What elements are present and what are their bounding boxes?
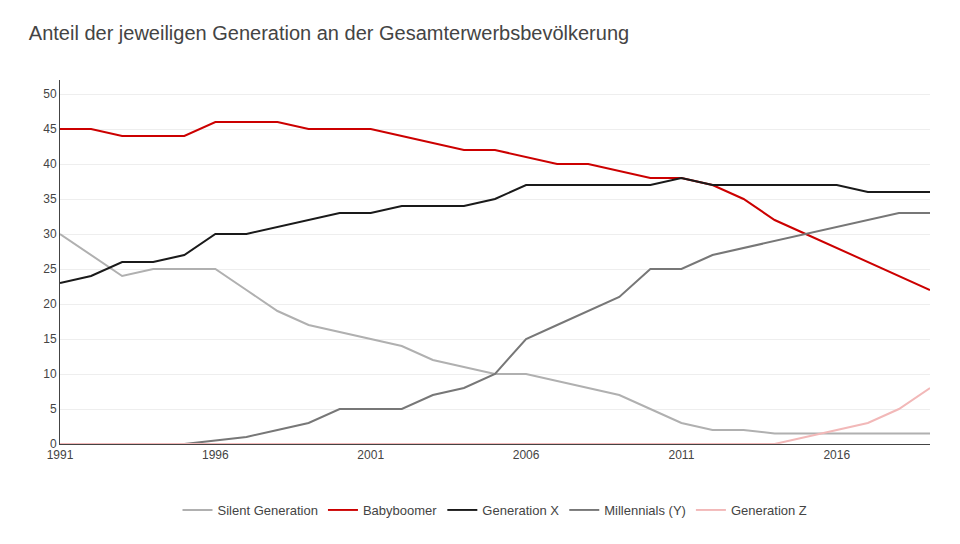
svg-text:1996: 1996 <box>202 448 229 462</box>
svg-text:10: 10 <box>43 367 57 381</box>
svg-text:Millennials (Y): Millennials (Y) <box>604 503 686 518</box>
svg-text:0: 0 <box>50 437 57 451</box>
svg-text:2006: 2006 <box>513 448 540 462</box>
svg-text:Silent Generation: Silent Generation <box>218 503 318 518</box>
svg-text:5: 5 <box>50 402 57 416</box>
svg-text:35: 35 <box>43 192 57 206</box>
svg-text:Anteil der jeweiligen Generati: Anteil der jeweiligen Generation an der … <box>29 22 629 44</box>
svg-text:1991: 1991 <box>47 448 74 462</box>
svg-text:45: 45 <box>43 122 57 136</box>
svg-text:25: 25 <box>43 262 57 276</box>
svg-text:40: 40 <box>43 157 57 171</box>
svg-text:2011: 2011 <box>669 448 695 462</box>
svg-text:15: 15 <box>43 332 57 346</box>
svg-text:30: 30 <box>43 227 57 241</box>
svg-text:50: 50 <box>43 87 57 101</box>
svg-text:Generation Z: Generation Z <box>731 503 807 518</box>
svg-text:2001: 2001 <box>357 448 384 462</box>
svg-text:2016: 2016 <box>823 448 850 462</box>
svg-text:Generation X: Generation X <box>482 503 559 518</box>
svg-text:Babyboomer: Babyboomer <box>363 503 437 518</box>
svg-text:20: 20 <box>43 297 57 311</box>
